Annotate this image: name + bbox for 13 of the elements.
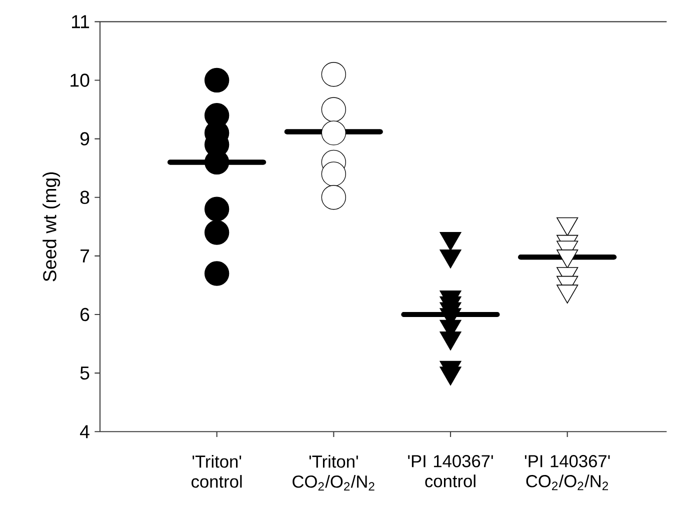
- y-tick-label: 4: [80, 425, 90, 438]
- y-tick-label: 11: [72, 15, 90, 28]
- x-tick-label: 'Triton' CO$_{2}$/O$_{2}$/N$_{2}$: [292, 455, 374, 491]
- y-tick-label: 7: [80, 250, 90, 262]
- y-tick-label: 8: [80, 190, 90, 204]
- y-tick-label: 6: [80, 308, 90, 322]
- x-tick-label: 'PI 140367' CO$_{2}$/O$_{2}$/N$_{2}$: [524, 455, 610, 490]
- x-tick-label: 'Triton' control: [192, 455, 242, 488]
- y-tick-label: 10: [70, 74, 90, 87]
- y-axis-title: Seed wt (mg): [42, 172, 60, 282]
- y-tick-label: 9: [80, 132, 90, 146]
- x-tick-label: 'PI 140367' control: [408, 455, 493, 488]
- y-tick-label: 5: [80, 366, 90, 380]
